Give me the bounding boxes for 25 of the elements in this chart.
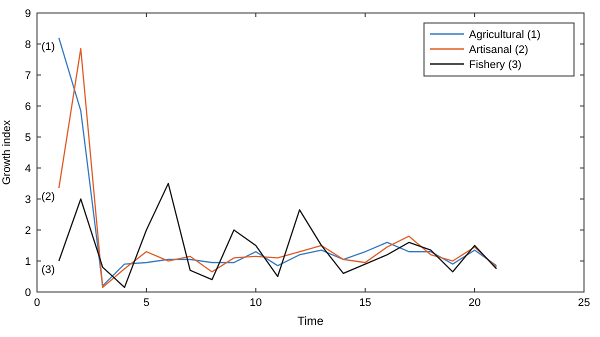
- annotation: (3): [41, 264, 55, 276]
- y-tick-label: 3: [24, 194, 31, 206]
- line-series: [58, 182, 498, 288]
- x-tick-label: 0: [34, 297, 40, 309]
- y-axis-title: Growth index: [1, 120, 13, 185]
- y-tick-label: 5: [24, 132, 31, 144]
- y-tick-label: 2: [24, 225, 31, 237]
- legend-label: Fishery (3): [469, 59, 522, 71]
- y-tick-label: 1: [24, 256, 31, 268]
- x-tick-label: 5: [143, 297, 150, 309]
- y-tick-label: 8: [24, 39, 31, 51]
- y-tick-label: 0: [24, 287, 31, 299]
- y-tick-label: 9: [24, 8, 31, 20]
- x-tick-label: 10: [250, 297, 262, 309]
- x-tick-label: 20: [468, 297, 481, 309]
- x-tick-label: 15: [359, 297, 372, 309]
- legend-label: Agricultural (1): [469, 29, 541, 41]
- legend-label: Artisanal (2): [469, 44, 528, 56]
- annotation: (2): [41, 191, 55, 204]
- y-tick-label: 6: [24, 101, 31, 113]
- y-tick-label: 7: [24, 70, 31, 82]
- annotation: (1): [41, 40, 55, 53]
- y-tick-label: 4: [24, 163, 31, 175]
- x-axis-title: Time: [297, 314, 324, 328]
- x-tick-label: 25: [578, 297, 590, 309]
